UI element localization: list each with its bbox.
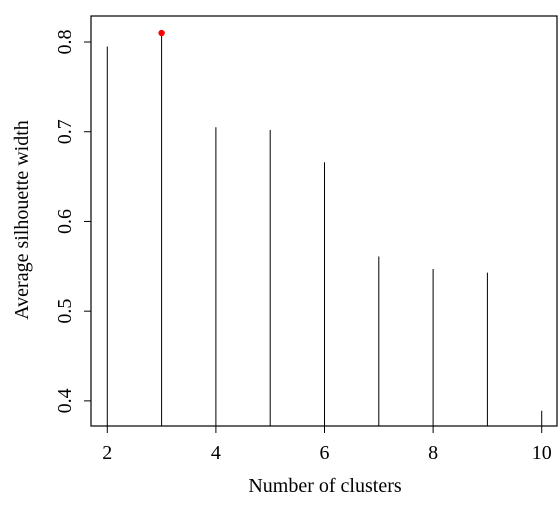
y-axis-title: Average silhouette width xyxy=(11,120,33,320)
x-tick-label: 4 xyxy=(211,442,221,464)
x-axis: 2 4 6 8 10 xyxy=(102,426,552,464)
y-tick-label: 0.6 xyxy=(54,209,76,234)
highlight-point xyxy=(158,29,165,37)
x-tick-label: 2 xyxy=(102,442,112,464)
y-tick-label: 0.8 xyxy=(54,30,76,55)
y-tick-label: 0.7 xyxy=(54,119,76,144)
x-tick-label: 8 xyxy=(428,442,438,464)
x-axis-title: Number of clusters xyxy=(248,475,402,497)
plot-area xyxy=(90,15,558,427)
y-tick-label: 0.4 xyxy=(54,388,76,413)
x-tick-label: 6 xyxy=(320,442,330,464)
y-axis: 0.4 0.5 0.6 0.7 0.8 xyxy=(54,30,91,413)
y-tick-label: 0.5 xyxy=(54,299,76,324)
x-tick-label: 10 xyxy=(532,442,552,464)
